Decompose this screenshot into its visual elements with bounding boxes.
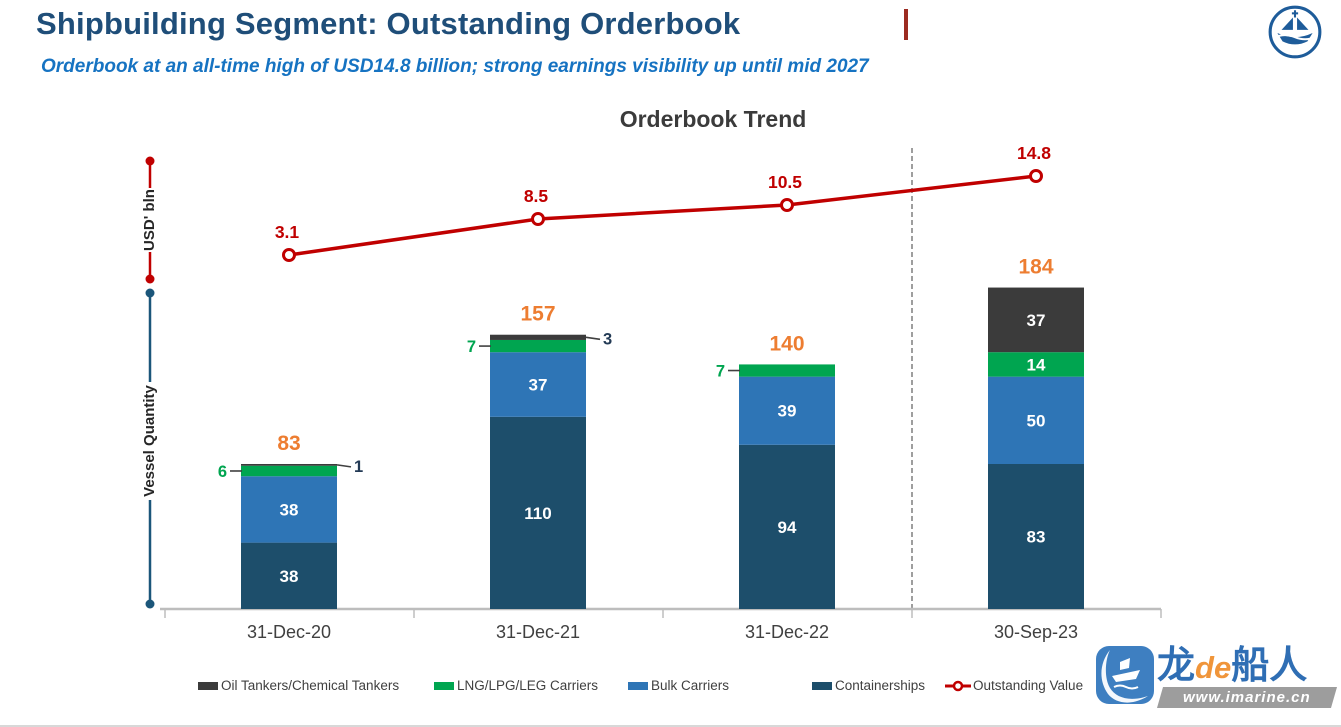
legend-item[interactable]: Containerships — [812, 678, 925, 693]
category-label: 31-Dec-20 — [247, 622, 331, 642]
header-accent-bar — [904, 9, 908, 40]
axis-endpoint-dot — [145, 599, 155, 609]
bar-segment[interactable] — [988, 352, 1084, 377]
legend-item[interactable]: Oil Tankers/Chemical Tankers — [198, 678, 399, 693]
bar-segment[interactable] — [490, 416, 586, 609]
bar-total-label: 157 — [520, 303, 555, 326]
segment-value-label: 3 — [603, 330, 612, 348]
outstanding-value-line — [288, 174, 1037, 257]
legend-swatch-icon — [628, 681, 648, 690]
segment-value-label: 14 — [1027, 355, 1046, 374]
line-marker[interactable] — [1029, 169, 1043, 183]
segment-value-label: 38 — [280, 500, 299, 519]
legend-label: Oil Tankers/Chemical Tankers — [221, 678, 400, 693]
segment-value-label: 110 — [524, 504, 551, 523]
legend-label: Bulk Carriers — [651, 678, 730, 693]
imarine-ship-icon — [1096, 646, 1154, 704]
page-title: Shipbuilding Segment: Outstanding Orderb… — [36, 6, 741, 41]
bar-segment[interactable] — [988, 287, 1084, 353]
bar-segment[interactable] — [739, 364, 835, 377]
line-marker[interactable] — [531, 212, 545, 226]
line-marker[interactable] — [780, 198, 794, 212]
legend-item[interactable]: Outstanding Value — [945, 678, 1083, 693]
axis-title: USD' bln — [141, 189, 158, 251]
legend-label: Containerships — [835, 678, 926, 693]
bar-segment[interactable] — [739, 444, 835, 609]
watermark-url: www.imarine.cn — [1183, 689, 1311, 706]
bar-segment[interactable] — [739, 376, 835, 445]
segment-value-label: 7 — [467, 338, 476, 356]
axis-endpoint-dot — [145, 274, 155, 284]
legend-item[interactable]: Bulk Carriers — [628, 678, 729, 693]
watermark-brand-cn: 龙 — [1157, 645, 1196, 687]
bar-segment[interactable] — [490, 352, 586, 417]
legend-swatch-icon — [434, 681, 454, 690]
legend-swatch-icon — [812, 681, 832, 690]
bar-segment[interactable] — [988, 376, 1084, 464]
segment-value-label: 7 — [716, 363, 725, 381]
segment-value-label: 94 — [778, 518, 797, 537]
chart-legend: Oil Tankers/Chemical Tankers LNG/LPG/LEG … — [0, 678, 1341, 704]
line-value-label: 8.5 — [524, 186, 549, 206]
line-value-label: 14.8 — [1017, 143, 1051, 163]
bar-total-label: 140 — [769, 332, 804, 355]
watermark-brand: 龙de船人 — [1157, 642, 1307, 698]
axis-title: Vessel Quantity — [141, 384, 158, 496]
segment-value-label: 37 — [529, 376, 548, 395]
line-marker[interactable] — [282, 248, 296, 262]
imarine-watermark: 龙de船人 www.imarine.cn — [1094, 642, 1341, 725]
bar-segment[interactable] — [241, 476, 337, 543]
axis-endpoint-dot — [145, 288, 155, 298]
category-label: 30-Sep-23 — [994, 622, 1078, 642]
segment-value-label: 38 — [280, 567, 299, 586]
category-label: 31-Dec-21 — [496, 622, 580, 642]
bar-segment[interactable] — [241, 542, 337, 609]
segment-value-label: 1 — [354, 458, 363, 476]
line-value-label: 3.1 — [275, 222, 300, 242]
bar-segment[interactable] — [988, 463, 1084, 609]
bar-segment[interactable] — [490, 334, 586, 340]
legend-label: LNG/LPG/LEG Carriers — [457, 678, 599, 693]
legend-swatch-icon — [198, 681, 218, 690]
legend-line-marker-icon — [945, 680, 971, 691]
chart-title: Orderbook Trend — [619, 106, 807, 132]
watermark-brand-de: de — [1195, 650, 1232, 685]
axis-endpoint-dot — [145, 156, 155, 166]
bar-total-label: 184 — [1018, 256, 1053, 279]
segment-value-label: 83 — [1027, 527, 1046, 546]
category-label: 31-Dec-22 — [745, 622, 829, 642]
legend-label: Outstanding Value — [973, 678, 1084, 693]
segment-value-label: 39 — [778, 402, 797, 421]
segment-value-label: 6 — [218, 463, 227, 481]
watermark-brand-cn2: 船人 — [1231, 645, 1308, 687]
label-leader-line — [336, 464, 352, 468]
bar-segment[interactable] — [490, 339, 586, 353]
bar-segment[interactable] — [241, 463, 337, 466]
legend-item[interactable]: LNG/LPG/LEG Carriers — [434, 678, 598, 693]
page-subtitle: Orderbook at an all-time high of USD14.8… — [41, 56, 869, 77]
watermark-url-banner[interactable]: www.imarine.cn — [1156, 687, 1338, 708]
segment-value-label: 37 — [1027, 311, 1046, 330]
segment-value-label: 50 — [1027, 411, 1046, 430]
label-leader-line — [585, 336, 601, 341]
company-logo-icon — [1268, 5, 1322, 59]
bar-segment[interactable] — [241, 465, 337, 477]
line-value-label: 10.5 — [768, 172, 802, 192]
bar-total-label: 83 — [277, 432, 300, 455]
